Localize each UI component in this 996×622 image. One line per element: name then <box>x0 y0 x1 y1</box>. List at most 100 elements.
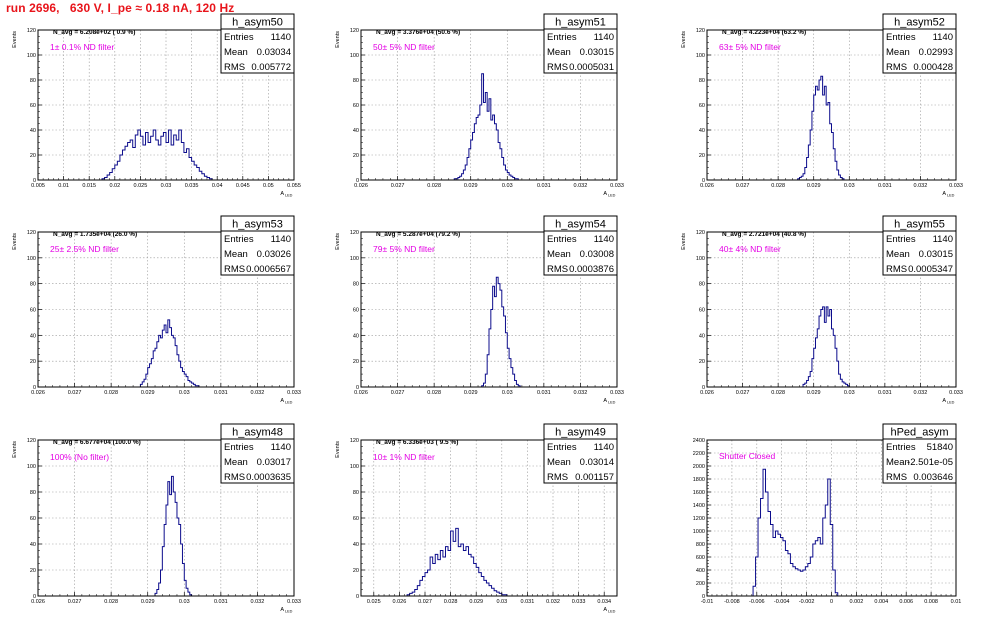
y-tick-label: 20 <box>353 359 359 365</box>
y-tick-label: 0 <box>702 594 705 600</box>
stats-label: Mean <box>886 457 910 468</box>
filter-note: 50± 5% ND filter <box>373 42 435 52</box>
y-tick-label: 60 <box>699 103 705 109</box>
x-tick-label: 0.026 <box>393 599 407 605</box>
y-tick-label: 80 <box>699 282 705 288</box>
stats-label: Entries <box>547 32 577 43</box>
y-tick-label: 40 <box>699 333 705 339</box>
histogram-line <box>481 276 522 388</box>
x-tick-label: 0.031 <box>537 390 551 396</box>
y-tick-label: 0 <box>702 385 705 391</box>
y-tick-label: 2000 <box>693 464 705 470</box>
stats-label: Mean <box>547 457 571 468</box>
x-tick-label: 0.028 <box>771 183 785 189</box>
y-tick-label: 60 <box>30 516 36 522</box>
x-axis-label-sub: LED <box>285 194 293 198</box>
x-tick-label: 0.026 <box>31 599 45 605</box>
x-axis-label-sub: LED <box>608 194 616 198</box>
stats-label: Entries <box>224 234 254 245</box>
x-tick-label: 0.029 <box>807 183 821 189</box>
y-tick-label: 120 <box>350 28 359 34</box>
stats-label: RMS <box>224 472 245 483</box>
stats-label: RMS <box>547 472 568 483</box>
x-tick-label: 0.03 <box>179 599 190 605</box>
filter-note: 25± 2.5% ND filter <box>50 244 119 254</box>
histogram-line <box>795 75 850 181</box>
filter-note: 10± 1% ND filter <box>373 452 435 462</box>
stats-value: 0.03017 <box>257 457 291 468</box>
y-tick-label: 200 <box>696 581 705 587</box>
y-tick-label: 80 <box>30 490 36 496</box>
stats-label: RMS <box>547 264 568 275</box>
stats-box <box>882 215 957 276</box>
y-tick-label: 40 <box>353 333 359 339</box>
x-tick-label: 0.04 <box>212 183 223 189</box>
histogram-line <box>452 73 526 181</box>
x-tick-label: 0.027 <box>736 390 750 396</box>
x-tick-label: 0.029 <box>469 599 483 605</box>
x-tick-label: 0.031 <box>214 599 228 605</box>
y-tick-label: 0 <box>33 594 36 600</box>
y-axis-label: Events <box>681 233 687 250</box>
y-tick-label: 0 <box>702 178 705 184</box>
y-tick-label: 2200 <box>693 451 705 457</box>
stats-value: -2.501e-05 <box>907 457 953 468</box>
histogram-line <box>404 527 510 597</box>
x-tick-label: -0.01 <box>701 599 714 605</box>
stats-value: 0.001157 <box>575 472 614 483</box>
filter-note: 63± 5% ND filter <box>719 42 781 52</box>
navg-label: N_avg = 6.336e+03 ( 9.5 %) <box>376 439 458 446</box>
stats-label: RMS <box>886 472 907 483</box>
stats-value: 1140 <box>594 32 614 43</box>
stats-label: Entries <box>547 234 577 245</box>
x-tick-label: 0.055 <box>287 183 301 189</box>
stats-label: Mean <box>547 47 571 58</box>
x-tick-label: 0.03 <box>496 599 507 605</box>
stats-box <box>220 215 295 276</box>
x-tick-label: 0.033 <box>287 599 301 605</box>
filter-note: 100% (No filter) <box>50 452 109 462</box>
histogram-line <box>139 319 203 388</box>
x-tick-label: 0.027 <box>418 599 432 605</box>
y-tick-label: 40 <box>30 333 36 339</box>
stats-value: 0.03015 <box>580 47 614 58</box>
y-tick-label: 40 <box>353 542 359 548</box>
stats-box <box>543 13 618 74</box>
x-tick-label: 0.004 <box>874 599 888 605</box>
filter-note: 79± 5% ND filter <box>373 244 435 254</box>
y-tick-label: 20 <box>353 568 359 574</box>
x-tick-label: 0.029 <box>141 599 155 605</box>
stats-label: RMS <box>224 264 245 275</box>
y-tick-label: 120 <box>696 230 705 236</box>
x-tick-label: 0.032 <box>574 183 588 189</box>
x-tick-label: 0.025 <box>367 599 381 605</box>
x-tick-label: 0.032 <box>914 390 928 396</box>
x-tick-label: 0.026 <box>354 390 368 396</box>
y-axis-label: Events <box>12 233 18 250</box>
x-tick-label: 0.002 <box>850 599 864 605</box>
stats-value: 0.0003635 <box>246 472 291 483</box>
x-tick-label: 0.034 <box>597 599 611 605</box>
stats-box <box>882 13 957 74</box>
stats-value: 0.03034 <box>257 47 291 58</box>
stats-label: Entries <box>224 442 254 453</box>
x-tick-label: 0.032 <box>574 390 588 396</box>
stats-label: Mean <box>224 249 248 260</box>
stats-box <box>220 13 295 74</box>
y-tick-label: 40 <box>353 128 359 134</box>
x-tick-label: 0.031 <box>214 390 228 396</box>
navg-label: N_avg = 3.376e+04 (50.6 %) <box>376 29 460 36</box>
stats-label: Entries <box>886 442 916 453</box>
x-tick-label: 0.033 <box>287 390 301 396</box>
stats-box <box>543 423 618 484</box>
y-tick-label: 60 <box>353 308 359 314</box>
x-tick-label: 0.026 <box>700 183 714 189</box>
y-tick-label: 20 <box>30 153 36 159</box>
x-tick-label: 0.031 <box>521 599 535 605</box>
x-tick-label: 0.032 <box>251 390 265 396</box>
x-tick-label: 0.031 <box>878 390 892 396</box>
stats-value: 0.03008 <box>580 249 614 260</box>
histogram-panel-h_asym50: 0.005 0.01 0.015 0.02 0.025 0.03 0.035 0.04 0.04… <box>12 13 301 198</box>
x-tick-label: -0.006 <box>749 599 765 605</box>
x-tick-label: 0.03 <box>502 183 513 189</box>
